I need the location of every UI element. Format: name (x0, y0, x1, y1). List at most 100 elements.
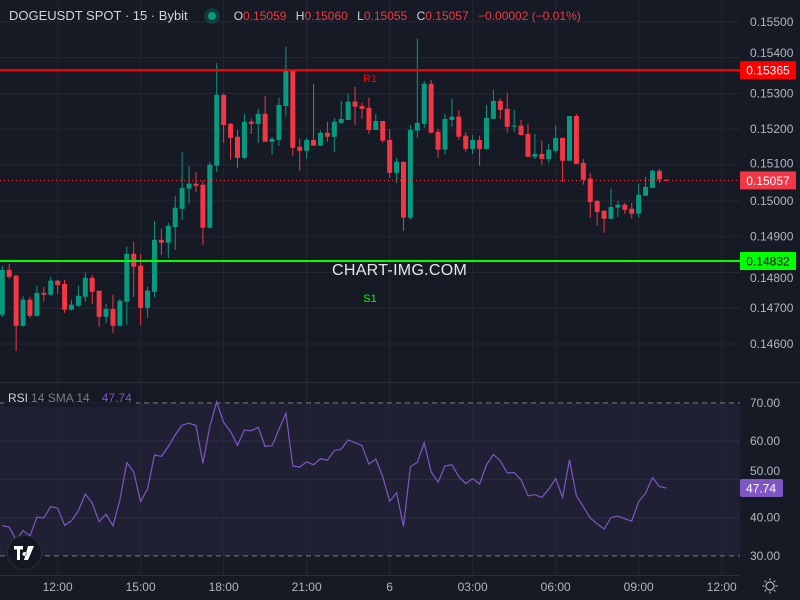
candle-up (172, 207, 178, 227)
candle-up (566, 115, 572, 161)
candle-up (615, 204, 621, 208)
candle-down (380, 121, 386, 141)
candle-up (338, 118, 344, 123)
candle-up (317, 132, 323, 146)
candle-down (110, 308, 116, 326)
candle-down (587, 178, 593, 202)
price-tick-label: 0.14600 (750, 337, 794, 351)
candle-down (248, 121, 254, 124)
price-tick-label: 0.15000 (750, 194, 794, 208)
candle-down (435, 131, 441, 150)
candle-down (311, 139, 317, 146)
candle-down (359, 105, 365, 109)
level-price-label: 0.15365 (746, 64, 790, 78)
level-name-s1: S1 (363, 293, 376, 305)
x-tick-label: 15:00 (126, 580, 156, 594)
candle-up (394, 161, 400, 173)
candle-down (456, 116, 462, 137)
candle-up (511, 125, 517, 127)
candle-up (165, 225, 171, 243)
candle-up (421, 83, 427, 124)
open-value: 0.15059 (243, 8, 287, 23)
x-tick-label: 03:00 (458, 580, 488, 594)
x-tick-label: 21:00 (292, 580, 322, 594)
level-name-r1: R1 (363, 73, 377, 85)
settings-sun-icon[interactable] (762, 578, 778, 594)
rsi-value-label: 47.74 (746, 482, 776, 496)
candle-down (477, 139, 483, 149)
candle-down (497, 100, 503, 110)
open-label: O (233, 8, 244, 23)
candle-down (158, 239, 164, 243)
candle-up (82, 277, 88, 297)
candle-up (0, 269, 5, 315)
tradingview-logo-icon[interactable] (7, 535, 42, 570)
x-tick-label: 12:00 (707, 580, 737, 594)
last-price-label: 0.15057 (746, 174, 790, 188)
price-tick-label: 0.15300 (750, 86, 794, 100)
rsi-name[interactable]: RSI (8, 391, 29, 405)
symbol-title[interactable]: DOGEUSDT SPOT · 15 · Bybit (9, 8, 188, 23)
x-tick-label: 18:00 (209, 580, 239, 594)
candle-down (290, 69, 296, 148)
candle-up (304, 139, 310, 151)
candle-down (324, 132, 330, 137)
high-value: 0.15060 (304, 8, 348, 23)
candle-up (20, 299, 26, 326)
price-tick-label: 0.14800 (750, 271, 794, 285)
close-label: C (416, 8, 426, 23)
level-price-label: 0.14832 (746, 254, 790, 268)
rsi-tick-label: 70.00 (750, 396, 780, 410)
candle-up (546, 149, 552, 159)
candle-down (6, 269, 12, 277)
candle-down (13, 275, 19, 326)
candle-up (151, 239, 157, 292)
low-label: L (357, 8, 364, 23)
candle-up (34, 292, 40, 316)
candle-up (407, 129, 413, 218)
low-value: 0.15055 (363, 8, 408, 23)
rsi-tick-label: 50.00 (750, 464, 780, 478)
candle-down (27, 299, 33, 316)
rsi-line (2, 399, 667, 541)
candle-down (62, 283, 68, 310)
candle-down (400, 161, 406, 218)
candle-up (331, 121, 337, 137)
candle-up (68, 304, 74, 310)
watermark: CHART-IMG.COM (332, 262, 468, 279)
last-price-badge (740, 171, 796, 190)
rsi-legend: RSI 14 SMA 14 47.74 (4, 390, 136, 407)
candle-up (255, 113, 261, 124)
candle-up (345, 101, 351, 120)
candle-down (234, 136, 240, 158)
candle-down (366, 107, 372, 130)
candle-up (442, 118, 448, 150)
candle-down (560, 137, 566, 161)
candle-up (490, 100, 496, 119)
price-tick-label: 0.15100 (750, 156, 794, 170)
candle-up (48, 280, 54, 295)
x-tick-label: 09:00 (624, 580, 654, 594)
level-price-badge (740, 251, 796, 270)
candle-up (532, 153, 538, 157)
candle-up (276, 104, 282, 140)
level-price-badge (740, 61, 796, 80)
candle-up (470, 139, 476, 149)
candle-up (483, 117, 489, 149)
close-value: 0.15057 (425, 8, 469, 23)
candle-up (145, 290, 151, 308)
rsi-tick-label: 30.00 (750, 549, 780, 563)
candle-down (428, 83, 434, 133)
candle-down (221, 94, 227, 125)
candle-down (228, 123, 234, 138)
candle-down (193, 183, 199, 186)
candle-up (636, 194, 642, 214)
candle-up (179, 187, 185, 209)
candle-up (269, 138, 275, 142)
candle-down (580, 162, 586, 180)
candle-down (525, 133, 531, 157)
market-status-icon (207, 11, 216, 20)
candle-down (594, 200, 600, 212)
